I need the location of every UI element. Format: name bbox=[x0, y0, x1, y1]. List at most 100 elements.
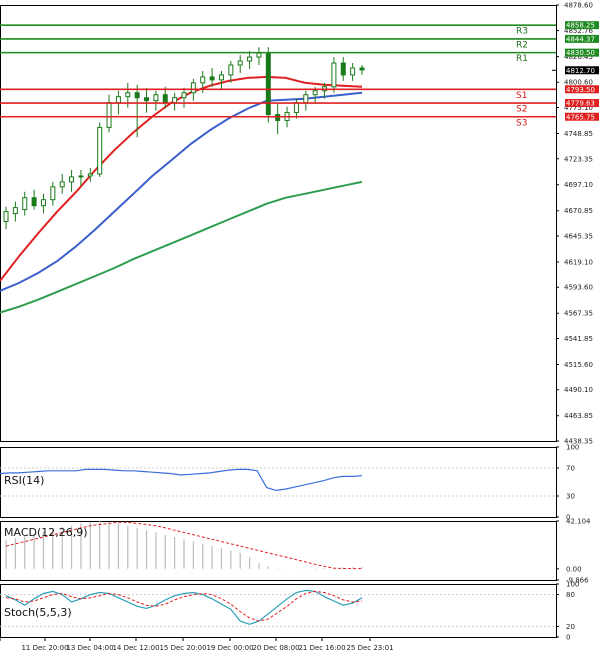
stoch-y-tick-label: 100 bbox=[566, 581, 579, 589]
macd-title: MACD(12,26,9) bbox=[4, 526, 88, 539]
macd-y-tick-label: -9.866 bbox=[566, 577, 589, 585]
price-y-tick-label: 4619.10 bbox=[564, 258, 593, 266]
moving-average-line-2 bbox=[0, 91, 363, 292]
macd-y-tick-label: 42.104 bbox=[566, 518, 591, 526]
candle-body bbox=[340, 62, 346, 76]
candle-body bbox=[87, 173, 93, 177]
rsi-y-tick-label: 100 bbox=[566, 444, 579, 452]
price-y-tick-label: 4567.35 bbox=[564, 310, 593, 318]
candle-body bbox=[144, 97, 150, 102]
stoch-y-tick-label: 80 bbox=[566, 591, 575, 599]
candle-body bbox=[350, 67, 356, 76]
current-price-label: 4812.70 bbox=[566, 67, 595, 75]
candle-body bbox=[69, 176, 75, 183]
candle-body bbox=[31, 197, 37, 207]
price-y-tick-label: 4775.10 bbox=[564, 104, 593, 112]
x-tick-label: 15 Dec 20:00 bbox=[159, 644, 206, 652]
x-tick-label: 11 Dec 20:00 bbox=[21, 644, 68, 652]
level-price-tag bbox=[565, 21, 599, 30]
level-price-tag bbox=[565, 48, 599, 57]
candle-body bbox=[50, 186, 56, 201]
candle-body bbox=[115, 96, 121, 104]
current-price-tag bbox=[565, 66, 599, 75]
candle-body bbox=[134, 92, 140, 99]
stoch-k-line bbox=[5, 589, 363, 625]
candle-body bbox=[22, 197, 28, 211]
level-name-r1: R1 bbox=[516, 54, 528, 64]
price-y-tick-label: 4826.45 bbox=[564, 53, 593, 61]
level-price-tag bbox=[565, 85, 599, 94]
stoch-y-tick-label: 0 bbox=[566, 634, 570, 642]
price-y-tick-label: 4645.35 bbox=[564, 232, 593, 240]
rsi-y-tick-label: 0 bbox=[566, 514, 570, 522]
level-price-label: 4844.37 bbox=[566, 35, 595, 43]
candle-body bbox=[265, 52, 271, 116]
price-y-tick-label: 4490.10 bbox=[564, 386, 593, 394]
rsi-y-tick-label: 30 bbox=[566, 493, 575, 501]
candle-body bbox=[331, 62, 337, 88]
macd-y-tick-label: 0.00 bbox=[566, 565, 582, 573]
candle-body bbox=[293, 102, 299, 114]
moving-average-line-3 bbox=[0, 180, 363, 314]
candle-body bbox=[97, 126, 103, 175]
price-panel-frame bbox=[0, 5, 557, 442]
level-price-label: 4858.25 bbox=[566, 22, 595, 30]
candle-body bbox=[153, 94, 159, 102]
level-price-tag bbox=[565, 99, 599, 108]
candle-body bbox=[256, 52, 262, 58]
level-name-s2: S2 bbox=[516, 105, 527, 115]
level-price-label: 4830.50 bbox=[566, 49, 595, 57]
price-y-tick-label: 4670.85 bbox=[564, 207, 593, 215]
candle-body bbox=[359, 67, 365, 71]
stoch-panel-frame bbox=[0, 584, 557, 638]
price-y-tick-label: 4438.35 bbox=[564, 438, 593, 446]
level-name-r2: R2 bbox=[516, 40, 528, 50]
macd-panel-frame bbox=[0, 521, 557, 581]
rsi-panel-frame bbox=[0, 447, 557, 518]
candle-body bbox=[237, 60, 243, 66]
stoch-d-line bbox=[5, 590, 363, 622]
level-price-label: 4779.63 bbox=[566, 100, 595, 108]
price-y-tick-label: 4748.85 bbox=[564, 130, 593, 138]
moving-average-line-1 bbox=[0, 75, 363, 282]
candle-body bbox=[59, 181, 65, 188]
price-y-tick-label: 4852.76 bbox=[564, 27, 593, 35]
candle-body bbox=[40, 199, 46, 207]
price-y-tick-label: 4697.10 bbox=[564, 181, 593, 189]
price-y-tick-label: 4723.35 bbox=[564, 155, 593, 163]
candle-body bbox=[312, 90, 318, 96]
x-tick-label: 20 Dec 08:00 bbox=[252, 644, 299, 652]
x-tick-label: 14 Dec 12:00 bbox=[112, 644, 159, 652]
price-y-tick-label: 4800.60 bbox=[564, 79, 593, 87]
candle-body bbox=[3, 211, 9, 222]
x-tick-label: 19 Dec 00:00 bbox=[206, 644, 253, 652]
level-price-label: 4765.75 bbox=[566, 113, 595, 121]
level-price-tag bbox=[565, 34, 599, 43]
level-price-tag bbox=[565, 112, 599, 121]
candle-body bbox=[218, 74, 224, 81]
macd-signal-line bbox=[5, 521, 362, 570]
x-tick-label: 13 Dec 04:00 bbox=[66, 644, 113, 652]
candle-body bbox=[181, 92, 187, 99]
candle-body bbox=[78, 175, 84, 178]
price-y-tick-label: 4515.60 bbox=[564, 361, 593, 369]
x-tick-label: 21 Dec 16:00 bbox=[298, 644, 345, 652]
candle-body bbox=[106, 102, 112, 128]
candle-body bbox=[200, 76, 206, 84]
candle-body bbox=[12, 207, 18, 215]
level-name-s3: S3 bbox=[516, 118, 527, 128]
price-y-tick-label: 4541.85 bbox=[564, 335, 593, 343]
price-y-tick-label: 4463.85 bbox=[564, 412, 593, 420]
candle-body bbox=[125, 92, 131, 98]
level-name-s1: S1 bbox=[516, 91, 527, 101]
candle-body bbox=[228, 64, 234, 76]
stoch-y-tick-label: 20 bbox=[566, 623, 575, 631]
candle-body bbox=[190, 82, 196, 94]
rsi-title: RSI(14) bbox=[4, 474, 44, 487]
rsi-line bbox=[0, 468, 363, 492]
price-y-tick-label: 4593.60 bbox=[564, 284, 593, 292]
candle-body bbox=[162, 94, 168, 104]
level-price-label: 4793.50 bbox=[566, 86, 595, 94]
rsi-y-tick-label: 70 bbox=[566, 465, 575, 473]
